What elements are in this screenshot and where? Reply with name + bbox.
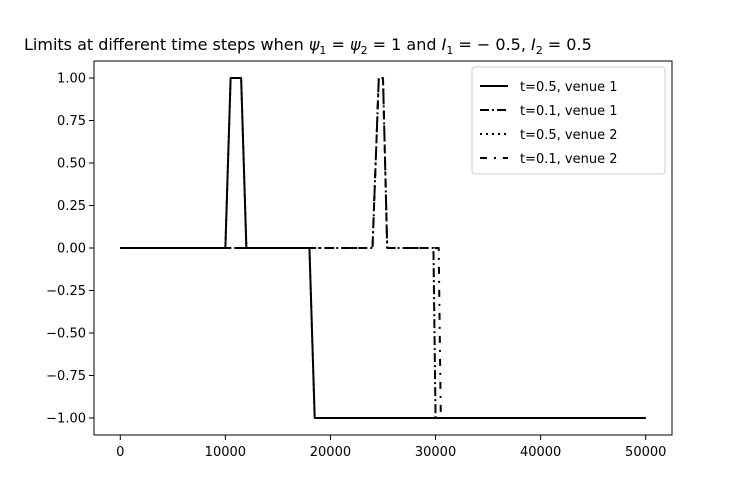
title-I2-sub: 2 [536, 44, 543, 57]
title-eq-1: = [326, 35, 350, 54]
y-tick-label: −1.00 [46, 412, 86, 427]
y-tick-label: −0.25 [46, 284, 86, 299]
y-tick-label: −0.50 [46, 327, 86, 342]
x-tick-label: 50000 [625, 445, 666, 460]
title-eq-one: = 1 and [368, 35, 442, 54]
x-tick-label: 10000 [205, 445, 246, 460]
title-prefix: Limits at different time steps when [24, 35, 309, 54]
x-tick-label: 30000 [415, 445, 456, 460]
title-psi-2: ψ [350, 35, 361, 54]
title-psi2-sub: 2 [361, 44, 368, 57]
title-psi1-sub: 1 [319, 44, 326, 57]
x-tick-label: 0 [116, 445, 124, 460]
chart-title-text: Limits at different time steps when ψ1 =… [24, 35, 592, 57]
y-tick-label: 0.00 [57, 242, 86, 257]
legend-label-t-0-5-venue-1: t=0.5, venue 1 [520, 80, 618, 95]
x-axis: 0 10000 20000 30000 40000 50000 [116, 435, 666, 460]
y-tick-label: −0.75 [46, 369, 86, 384]
title-I1-val: = − 0.5, [453, 35, 531, 54]
legend: t=0.5, venue 1 t=0.1, venue 1 t=0.5, venue… [471, 66, 666, 175]
y-tick-label: 0.50 [57, 157, 86, 172]
legend-box [471, 66, 666, 175]
title-I-2: I [531, 35, 536, 54]
legend-label-t-0-1-venue-2: t=0.1, venue 2 [520, 152, 618, 167]
chart-title: Limits at different time steps when ψ1 =… [24, 35, 592, 57]
series-line-t-0-5-venue-2 [120, 77, 646, 419]
series-line-t-0-1-venue-2 [120, 77, 646, 419]
title-psi-1: ψ [309, 35, 320, 54]
series-layer [120, 77, 646, 419]
title-I2-val: = 0.5 [543, 35, 592, 54]
y-tick-label: 0.75 [57, 114, 86, 129]
x-tick-label: 20000 [310, 445, 351, 460]
y-tick-label: 1.00 [57, 72, 86, 87]
y-axis: 1.00 0.75 0.50 0.25 0.00 −0.25 −0.50 −0.75 −1.00 [46, 72, 94, 427]
legend-label-t-0-1-venue-1: t=0.1, venue 1 [520, 104, 618, 119]
title-I-1: I [442, 35, 447, 54]
title-I1-sub: 1 [446, 44, 453, 57]
x-tick-label: 40000 [520, 445, 561, 460]
y-tick-label: 0.25 [57, 199, 86, 214]
legend-label-t-0-5-venue-2: t=0.5, venue 2 [520, 128, 618, 143]
